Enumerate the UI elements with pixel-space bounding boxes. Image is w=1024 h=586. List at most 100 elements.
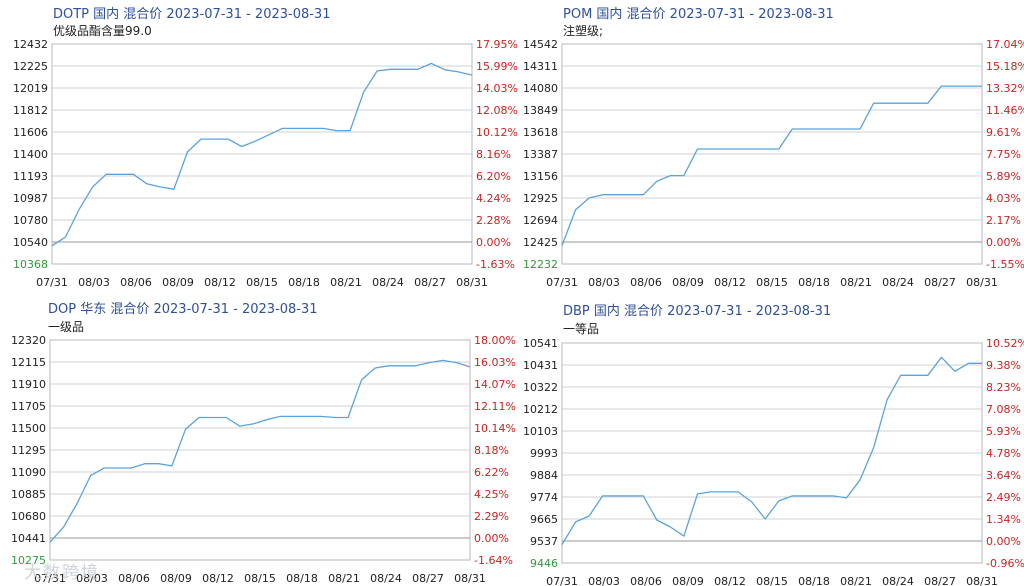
y-right-tick-label: 2.17% [986,214,1021,227]
y-left-tick-label: 13849 [523,104,558,117]
x-tick-label: 08/06 [630,276,662,289]
x-tick-label: 08/03 [588,575,620,586]
y-right-tick-label: 9.61% [986,126,1021,139]
y-right-tick-label: 5.93% [986,425,1021,438]
x-tick-label: 08/31 [456,276,488,289]
x-tick-label: 08/06 [120,276,152,289]
series-line [561,356,982,546]
y-right-tick-label: 11.46% [986,104,1024,117]
x-tick-label: 08/18 [798,276,830,289]
chart-subtitle: 一等品 [563,322,600,336]
x-tick-label: 08/03 [76,572,108,585]
y-left-tick-label: 9446 [530,557,558,570]
chart-plot-3: 10541 10.52% 10431 9.38% 10322 8.23% 10212 7.08… [523,337,1024,586]
series-line [49,359,471,543]
x-tick-label: 07/31 [36,276,68,289]
y-right-tick-label: 10.14% [474,422,516,435]
y-right-tick-label: 12.11% [474,400,516,413]
y-right-tick-label: 5.89% [986,170,1021,183]
x-tick-label: 08/31 [966,276,998,289]
series-line [51,62,473,247]
y-right-tick-label: -1.55% [986,258,1024,271]
y-left-tick-label: 11090 [11,466,46,479]
watermark: 大数跨境 [24,563,100,583]
y-left-tick-label: 9774 [530,491,558,504]
y-left-tick-label: 12432 [13,38,48,51]
x-tick-label: 08/18 [286,572,318,585]
y-left-tick-label: 12225 [13,60,48,73]
x-tick-label: 08/09 [672,276,704,289]
x-tick-label: 08/31 [454,572,486,585]
y-left-tick-label: 9884 [530,469,558,482]
x-tick-label: 08/15 [246,276,278,289]
y-right-tick-label: 17.04% [986,38,1024,51]
chart-subtitle: 优级品酯含量99.0 [53,24,152,38]
y-left-tick-label: 10431 [523,359,558,372]
y-right-tick-label: -0.96% [986,557,1024,570]
y-left-tick-label: 12694 [523,214,558,227]
x-tick-label: 08/06 [630,575,662,586]
x-tick-label: 08/18 [288,276,320,289]
y-right-tick-label: 2.29% [474,510,509,523]
y-left-tick-label: 11193 [13,170,48,183]
x-tick-label: 08/12 [204,276,236,289]
y-left-tick-label: 10885 [11,488,46,501]
chart-plot-2: 12320 18.00% 12115 16.03% 11910 14.07% 11705 12… [11,334,516,585]
y-right-tick-label: 14.07% [474,378,516,391]
y-right-tick-label: 0.00% [474,532,509,545]
y-right-tick-label: 4.24% [476,192,511,205]
y-right-tick-label: 7.75% [986,148,1021,161]
chart-plot-1: 14542 17.04% 14311 15.18% 14080 13.32% 13849 11… [523,38,1024,289]
y-left-tick-label: 10987 [13,192,48,205]
y-right-tick-label: 6.20% [476,170,511,183]
x-tick-label: 08/12 [714,575,746,586]
y-right-tick-label: 8.23% [986,381,1021,394]
x-tick-label: 08/21 [330,276,362,289]
y-right-tick-label: 6.22% [474,466,509,479]
y-right-tick-label: 15.18% [986,60,1024,73]
y-right-tick-label: 10.52% [986,337,1024,350]
y-right-tick-label: 13.32% [986,82,1024,95]
chart-title: DOP 华东 混合价 2023-07-31 - 2023-08-31 [48,302,318,317]
x-tick-label: 08/27 [414,276,446,289]
y-left-tick-label: 9537 [530,535,558,548]
x-tick-label: 08/03 [588,276,620,289]
y-right-tick-label: 4.03% [986,192,1021,205]
y-left-tick-label: 10322 [523,381,558,394]
x-tick-label: 08/24 [372,276,404,289]
y-right-tick-label: 4.25% [474,488,509,501]
y-left-tick-label: 10212 [523,403,558,416]
x-tick-label: 08/06 [118,572,150,585]
x-tick-label: 07/31 [34,572,66,585]
y-right-tick-label: 0.00% [986,535,1021,548]
y-left-tick-label: 14542 [523,38,558,51]
x-tick-label: 08/24 [370,572,402,585]
y-right-tick-label: 1.34% [986,513,1021,526]
x-tick-label: 08/09 [160,572,192,585]
y-left-tick-label: 9665 [530,513,558,526]
y-right-tick-label: 0.00% [986,236,1021,249]
x-tick-label: 08/09 [672,575,704,586]
y-left-tick-label: 10275 [11,554,46,567]
y-right-tick-label: 4.78% [986,447,1021,460]
chart-title: DOTP 国内 混合价 2023-07-31 - 2023-08-31 [53,7,331,22]
x-tick-label: 08/15 [244,572,276,585]
y-left-tick-label: 11705 [11,400,46,413]
x-tick-label: 08/24 [882,575,914,586]
x-tick-label: 08/27 [924,276,956,289]
y-left-tick-label: 11400 [13,148,48,161]
x-tick-label: 08/12 [714,276,746,289]
chart-plot-0: 12432 17.95% 12225 15.99% 12019 14.03% 11812 12… [13,38,518,289]
y-right-tick-label: 12.08% [476,104,518,117]
x-tick-label: 08/12 [202,572,234,585]
y-right-tick-label: 8.18% [474,444,509,457]
chart-title: DBP 国内 混合价 2023-07-31 - 2023-08-31 [563,304,832,319]
y-left-tick-label: 12925 [523,192,558,205]
y-right-tick-label: 0.00% [476,236,511,249]
y-right-tick-label: 3.64% [986,469,1021,482]
y-left-tick-label: 12320 [11,334,46,347]
y-left-tick-label: 11812 [13,104,48,117]
x-tick-label: 08/15 [756,276,788,289]
y-right-tick-label: 9.38% [986,359,1021,372]
